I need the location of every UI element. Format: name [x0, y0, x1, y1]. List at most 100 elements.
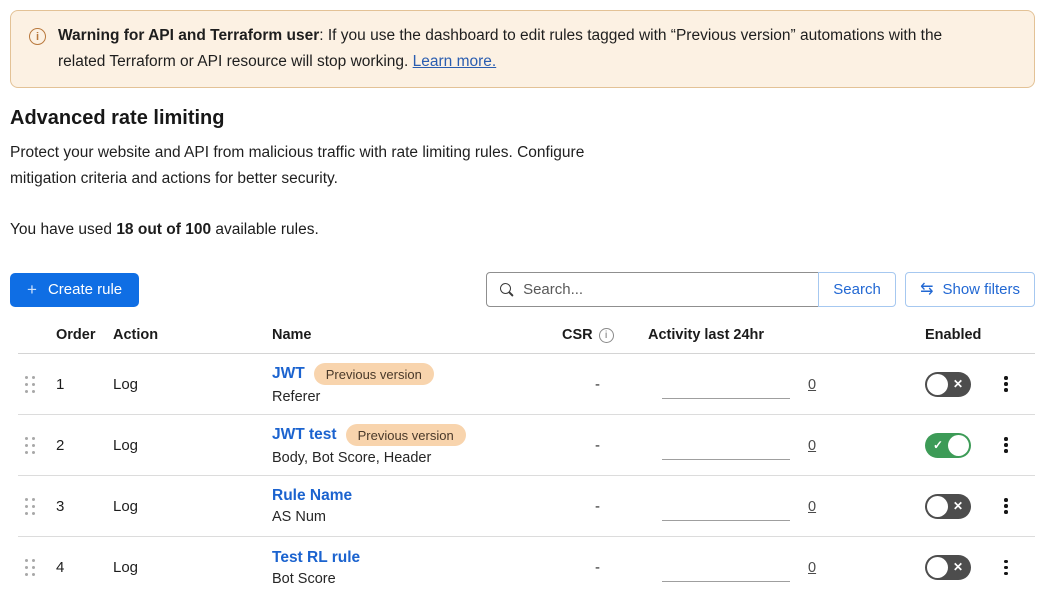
header-csr: CSR i [556, 327, 636, 343]
kebab-menu-button[interactable] [992, 437, 1008, 453]
search-input[interactable] [523, 281, 807, 298]
header-order: Order [56, 327, 96, 343]
rule-name-link[interactable]: Rule Name [272, 487, 353, 504]
rule-name-link[interactable]: Test RL rule [272, 548, 361, 566]
enabled-toggle[interactable]: ✓ ✕ [925, 432, 971, 458]
rule-action: Log [113, 497, 139, 515]
csr-value: - [595, 559, 600, 576]
activity-sparkline [662, 397, 790, 399]
filters-arrows-icon: ⇆ [920, 280, 934, 298]
rule-name-cell: JWT Previous version Referer [268, 363, 556, 405]
count-cell: 0 [794, 376, 840, 393]
warning-body: : If you use the dashboard to edit rules… [58, 27, 943, 70]
activity-count-link[interactable]: 0 [808, 376, 817, 393]
drag-dots-icon [25, 375, 35, 393]
activity-count-link[interactable]: 0 [808, 560, 817, 576]
table-row: 2 Log JWT test Previous version Body, Bo… [18, 415, 1035, 476]
drag-dots-icon [25, 436, 35, 454]
header-name: Name [272, 327, 312, 343]
toggle-x-icon: ✕ [952, 376, 963, 391]
rule-criteria: Body, Bot Score, Header [272, 450, 432, 466]
drag-handle[interactable] [18, 436, 52, 454]
rule-name-link[interactable]: JWT test [272, 426, 337, 443]
csr-value: - [595, 436, 600, 454]
plus-icon: + [27, 280, 37, 299]
create-rule-button[interactable]: + Create rule [10, 272, 140, 307]
table-row: 1 Log JWT Previous version Referer - 0 ✓… [18, 354, 1035, 415]
row-menu-cell [992, 559, 1035, 576]
enabled-cell: ✓ ✕ [840, 432, 992, 458]
rule-action: Log [113, 559, 139, 576]
header-action: Action [113, 327, 159, 343]
show-filters-button[interactable]: ⇆ Show filters [905, 272, 1035, 307]
rule-order: 2 [56, 436, 65, 454]
toggle-x-icon: ✕ [952, 498, 963, 513]
search-button[interactable]: Search [818, 272, 897, 307]
row-menu-cell [992, 437, 1035, 453]
rule-order: 4 [56, 559, 65, 576]
header-activity: Activity last 24hr [648, 327, 765, 343]
usage-count: 18 out of 100 [116, 221, 212, 238]
drag-handle[interactable] [18, 559, 52, 576]
toggle-knob [927, 495, 948, 517]
enabled-toggle[interactable]: ✓ ✕ [925, 555, 971, 580]
warning-banner: i Warning for API and Terraform user: If… [10, 10, 1035, 88]
warning-text: Warning for API and Terraform user: If y… [58, 23, 988, 75]
toggle-check-icon: ✓ [933, 437, 944, 452]
activity-cell [636, 445, 794, 460]
rule-action: Log [113, 375, 139, 393]
search-box [486, 272, 820, 307]
rules-table: Order Action Name CSR i Activity last 24… [18, 327, 1035, 597]
toggle-knob [948, 434, 969, 456]
activity-count-link[interactable]: 0 [808, 437, 817, 454]
row-menu-cell [992, 376, 1035, 392]
table-row: 3 Log Rule Name AS Num - 0 ✓ ✕ [18, 476, 1035, 537]
toggle-knob [927, 557, 948, 578]
csr-value: - [595, 375, 600, 393]
enabled-toggle[interactable]: ✓ ✕ [925, 371, 971, 397]
usage-prefix: You have used [10, 221, 117, 238]
rule-order: 1 [56, 375, 65, 393]
kebab-menu-button[interactable] [992, 498, 1008, 514]
toolbar: + Create rule Search ⇆ Show filters [10, 272, 1035, 307]
rule-name-cell: Test RL rule Bot Score [268, 549, 556, 587]
page-description: Protect your website and API from malici… [10, 144, 585, 187]
show-filters-label: Show filters [942, 281, 1020, 298]
csr-value: - [595, 497, 600, 515]
search-icon [499, 282, 514, 297]
count-cell: 0 [794, 559, 840, 576]
toggle-x-icon: ✕ [952, 560, 963, 574]
activity-cell [636, 384, 794, 399]
table-body: 1 Log JWT Previous version Referer - 0 ✓… [18, 354, 1035, 597]
enabled-cell: ✓ ✕ [840, 371, 992, 397]
rule-name-cell: JWT test Previous version Body, Bot Scor… [268, 424, 556, 466]
activity-cell [636, 567, 794, 582]
activity-sparkline [662, 519, 790, 521]
kebab-menu-button[interactable] [992, 376, 1008, 392]
drag-handle[interactable] [18, 497, 52, 515]
usage-summary: You have used 18 out of 100 available ru… [10, 221, 1035, 239]
row-menu-cell [992, 498, 1035, 514]
activity-sparkline [662, 581, 790, 582]
enabled-toggle[interactable]: ✓ ✕ [925, 493, 971, 519]
rule-criteria: Bot Score [272, 570, 336, 587]
table-row: 4 Log Test RL rule Bot Score - 0 ✓ ✕ [18, 537, 1035, 597]
rule-name-link[interactable]: JWT [272, 365, 305, 382]
count-cell: 0 [794, 437, 840, 454]
kebab-menu-button[interactable] [992, 559, 1008, 576]
enabled-cell: ✓ ✕ [840, 555, 992, 580]
header-enabled: Enabled [925, 327, 982, 343]
activity-sparkline [662, 458, 790, 460]
drag-handle[interactable] [18, 375, 52, 393]
learn-more-link[interactable]: Learn more. [412, 53, 497, 70]
warning-title: Warning for API and Terraform user [58, 27, 320, 44]
activity-cell [636, 506, 794, 521]
drag-dots-icon [25, 497, 35, 515]
activity-count-link[interactable]: 0 [808, 498, 817, 515]
rule-action: Log [113, 436, 139, 454]
previous-version-badge: Previous version [313, 363, 434, 385]
rule-name-cell: Rule Name AS Num [268, 487, 556, 525]
create-rule-label: Create rule [47, 281, 123, 298]
previous-version-badge: Previous version [345, 424, 466, 446]
csr-info-icon[interactable]: i [598, 327, 614, 343]
